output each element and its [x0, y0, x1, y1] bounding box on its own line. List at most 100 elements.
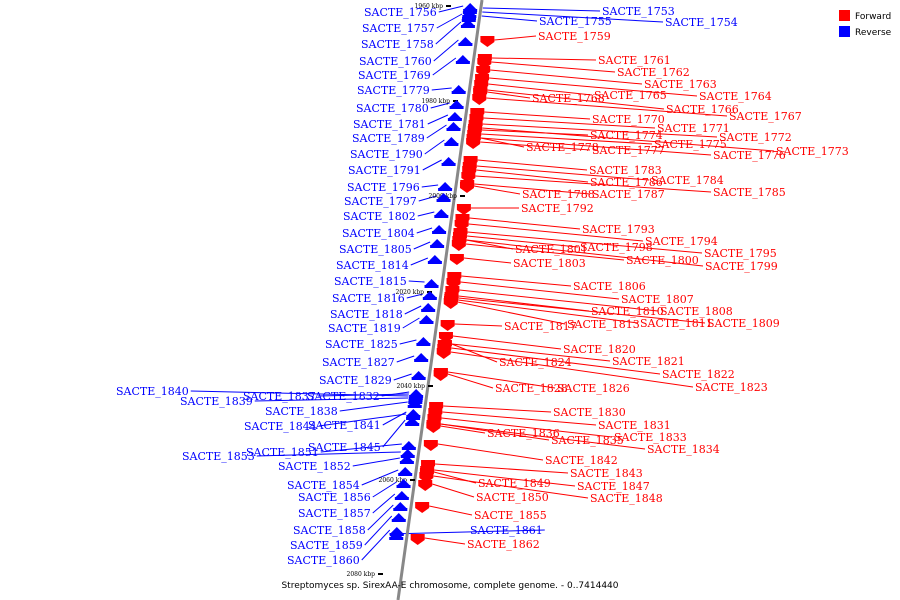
gene-forward-glyph	[466, 140, 481, 145]
gene-label: SACTE_1832	[307, 390, 380, 403]
gene-label: SACTE_1794	[645, 235, 718, 248]
gene-reverse-body	[438, 188, 453, 191]
gene-label: SACTE_1821	[612, 355, 685, 368]
gene-reverse-body	[451, 91, 466, 94]
gene-forward-body	[423, 440, 438, 446]
gene-reverse-glyph	[398, 467, 413, 474]
tick-mark	[460, 195, 465, 197]
gene-label: SACTE_1792	[521, 202, 594, 215]
gene-leader-line	[396, 355, 415, 363]
gene-leader-line	[436, 13, 463, 29]
gene-leader-line	[451, 347, 661, 375]
gene-label: SACTE_1817	[504, 320, 577, 333]
gene-forward-body	[467, 126, 482, 132]
gene-reverse-body	[463, 9, 478, 12]
legend: Forward Reverse	[839, 10, 892, 38]
legend-reverse-label: Reverse	[855, 28, 892, 38]
gene-label: SACTE_1764	[699, 90, 772, 103]
gene-label: SACTE_1835	[551, 434, 624, 447]
gene-forward-body	[462, 162, 477, 168]
tick-mark	[410, 479, 415, 481]
gene-label: SACTE_1828	[495, 382, 568, 395]
gene-label: SACTE_1844	[244, 420, 317, 433]
gene-reverse-body	[441, 163, 456, 166]
gene-leader-line	[476, 165, 650, 181]
gene-reverse-glyph	[462, 11, 477, 18]
legend-forward-label: Forward	[855, 12, 891, 22]
gene-forward-glyph	[459, 188, 474, 193]
gene-leader-line	[457, 301, 566, 325]
gene-forward-body	[436, 348, 451, 354]
gene-reverse-glyph	[436, 193, 451, 200]
gene-leader-line	[450, 351, 694, 388]
gene-label: SACTE_1830	[553, 406, 626, 419]
gene-forward-glyph	[462, 172, 477, 177]
gene-reverse-body	[398, 473, 413, 476]
gene-label: SACTE_1790	[350, 148, 423, 161]
gene-label: SACTE_1772	[719, 131, 792, 144]
gene-label: SACTE_1805	[339, 243, 412, 256]
gene-reverse-glyph	[441, 157, 456, 164]
gene-label: SACTE_1859	[290, 539, 363, 552]
gene-reverse-body	[393, 508, 408, 511]
gene-label: SACTE_1760	[359, 55, 432, 68]
gene-leader-line	[469, 217, 581, 230]
gene-leader-line	[491, 61, 616, 73]
gene-label: SACTE_1761	[598, 54, 671, 67]
gene-label: SACTE_1766	[666, 103, 739, 116]
gene-reverse-glyph	[414, 353, 429, 360]
gene-label: SACTE_1807	[621, 293, 694, 306]
gene-label: SACTE_1793	[582, 223, 655, 236]
gene-forward-glyph	[472, 100, 487, 105]
gene-forward-body	[467, 130, 482, 136]
gene-leader-line	[421, 184, 439, 188]
gene-leader-line	[466, 235, 579, 248]
gene-leader-line	[484, 111, 591, 120]
gene-forward-body	[470, 108, 485, 114]
gene-reverse-glyph	[389, 527, 404, 534]
gene-reverse-glyph	[393, 502, 408, 509]
gene-label: SACTE_1853	[182, 450, 255, 463]
gene-glyphs	[389, 3, 495, 545]
gene-label: SACTE_1850	[476, 491, 549, 504]
gene-reverse-body	[389, 537, 404, 540]
gene-label: SACTE_1808	[660, 305, 733, 318]
gene-reverse-glyph	[451, 85, 466, 92]
gene-reverse-body	[449, 106, 464, 109]
gene-label: SACTE_1831	[598, 419, 671, 432]
gene-label: SACTE_1847	[577, 480, 650, 493]
gene-reverse-body	[446, 128, 461, 131]
gene-label: SACTE_1806	[573, 280, 646, 293]
label-leader-lines	[190, 5, 775, 561]
gene-leader-line	[482, 123, 718, 138]
gene-label: SACTE_1813	[567, 318, 640, 331]
gene-label: SACTE_1856	[298, 491, 371, 504]
gene-label: SACTE_1843	[570, 467, 643, 480]
gene-forward-glyph	[480, 42, 495, 47]
tick-mark	[453, 100, 458, 102]
gene-reverse-body	[455, 61, 470, 64]
gene-forward-body	[440, 320, 455, 326]
gene-label: SACTE_1769	[358, 69, 431, 82]
gene-leader-line	[364, 515, 393, 546]
gene-label: SACTE_1788	[522, 188, 595, 201]
gene-reverse-glyph	[406, 411, 421, 418]
gene-label: SACTE_1776	[713, 149, 786, 162]
gene-forward-body	[421, 460, 436, 466]
gene-leader-line	[463, 257, 512, 264]
gene-reverse-glyph	[419, 315, 434, 322]
gene-reverse-glyph	[427, 255, 442, 262]
gene-reverse-glyph	[405, 417, 420, 424]
gene-leader-line	[399, 339, 417, 345]
gene-label: SACTE_1778	[526, 141, 599, 154]
gene-reverse-body	[447, 118, 462, 121]
gene-leader-line	[393, 373, 412, 381]
gene-label: SACTE_1803	[513, 257, 586, 270]
gene-reverse-glyph	[434, 209, 449, 216]
gene-leader-line	[406, 293, 423, 299]
gene-leader-line	[457, 299, 639, 324]
gene-label: SACTE_1834	[647, 443, 720, 456]
gene-label: SACTE_1780	[356, 102, 429, 115]
gene-reverse-body	[411, 377, 426, 380]
gene-forward-glyph	[456, 210, 471, 215]
